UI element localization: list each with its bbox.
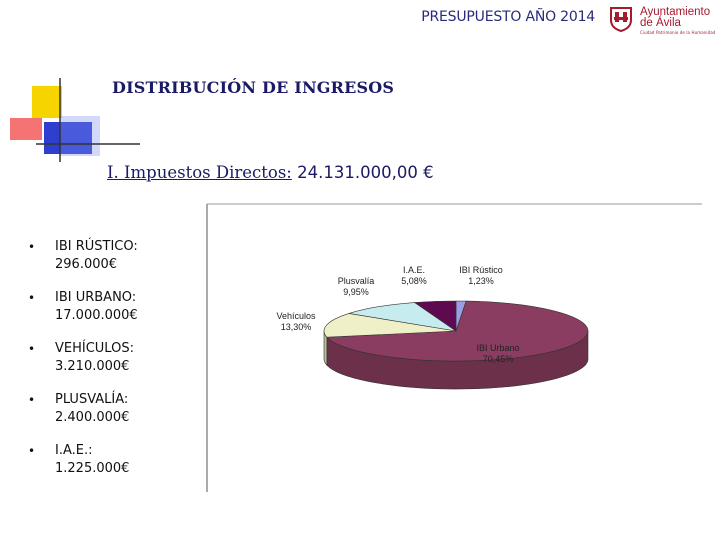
subtitle: I. Impuestos Directos: 24.131.000,00 € bbox=[107, 163, 434, 182]
pie-chart bbox=[323, 300, 589, 390]
subtitle-label: I. Impuestos Directos: bbox=[107, 163, 292, 182]
list-item: PLUSVALÍA:2.400.000€ bbox=[28, 391, 138, 442]
list-item: IBI URBANO:17.000.000€ bbox=[28, 289, 138, 340]
logo-tagline: Ciudad Patrimonio de la Humanidad bbox=[640, 30, 716, 35]
pie-label-2: Vehículos bbox=[276, 311, 316, 321]
pie-slice-1 bbox=[326, 300, 589, 362]
decorative-squares bbox=[10, 78, 140, 162]
pie-slice-4 bbox=[413, 300, 457, 332]
header-title: PRESUPUESTO AÑO 2014 bbox=[421, 9, 595, 25]
pie-percent-4: 5,08% bbox=[401, 276, 427, 286]
pie-slice-3 bbox=[348, 302, 457, 332]
pie-label-1: IBI Urbano bbox=[476, 343, 519, 353]
subtitle-amount: 24.131.000,00 € bbox=[297, 163, 434, 182]
section-title: DISTRIBUCIÓN DE INGRESOS bbox=[112, 78, 395, 97]
pie-label-3: Plusvalía bbox=[338, 276, 375, 286]
list-item: VEHÍCULOS:3.210.000€ bbox=[28, 340, 138, 391]
income-list: IBI RÚSTICO:296.000€ IBI URBANO:17.000.0… bbox=[28, 238, 138, 493]
list-item: IBI RÚSTICO:296.000€ bbox=[28, 238, 138, 289]
pie-label-0: IBI Rústico bbox=[459, 265, 503, 275]
pie-percent-2: 13,30% bbox=[281, 322, 312, 332]
pie-slice-2 bbox=[323, 313, 457, 338]
logo-text-line1: Ayuntamiento bbox=[640, 6, 711, 18]
pie-label-4: I.A.E. bbox=[403, 265, 425, 275]
pie-percent-3: 9,95% bbox=[343, 287, 369, 297]
pie-percent-0: 1,23% bbox=[468, 276, 494, 286]
logo-text-line2: de Ávila bbox=[640, 17, 681, 29]
pie-percent-1: 70,45% bbox=[483, 354, 514, 364]
coat-of-arms-icon bbox=[610, 7, 632, 32]
city-logo: Ayuntamiento de Ávila Ciudad Patrimonio … bbox=[608, 4, 716, 36]
list-item: I.A.E.:1.225.000€ bbox=[28, 442, 138, 493]
